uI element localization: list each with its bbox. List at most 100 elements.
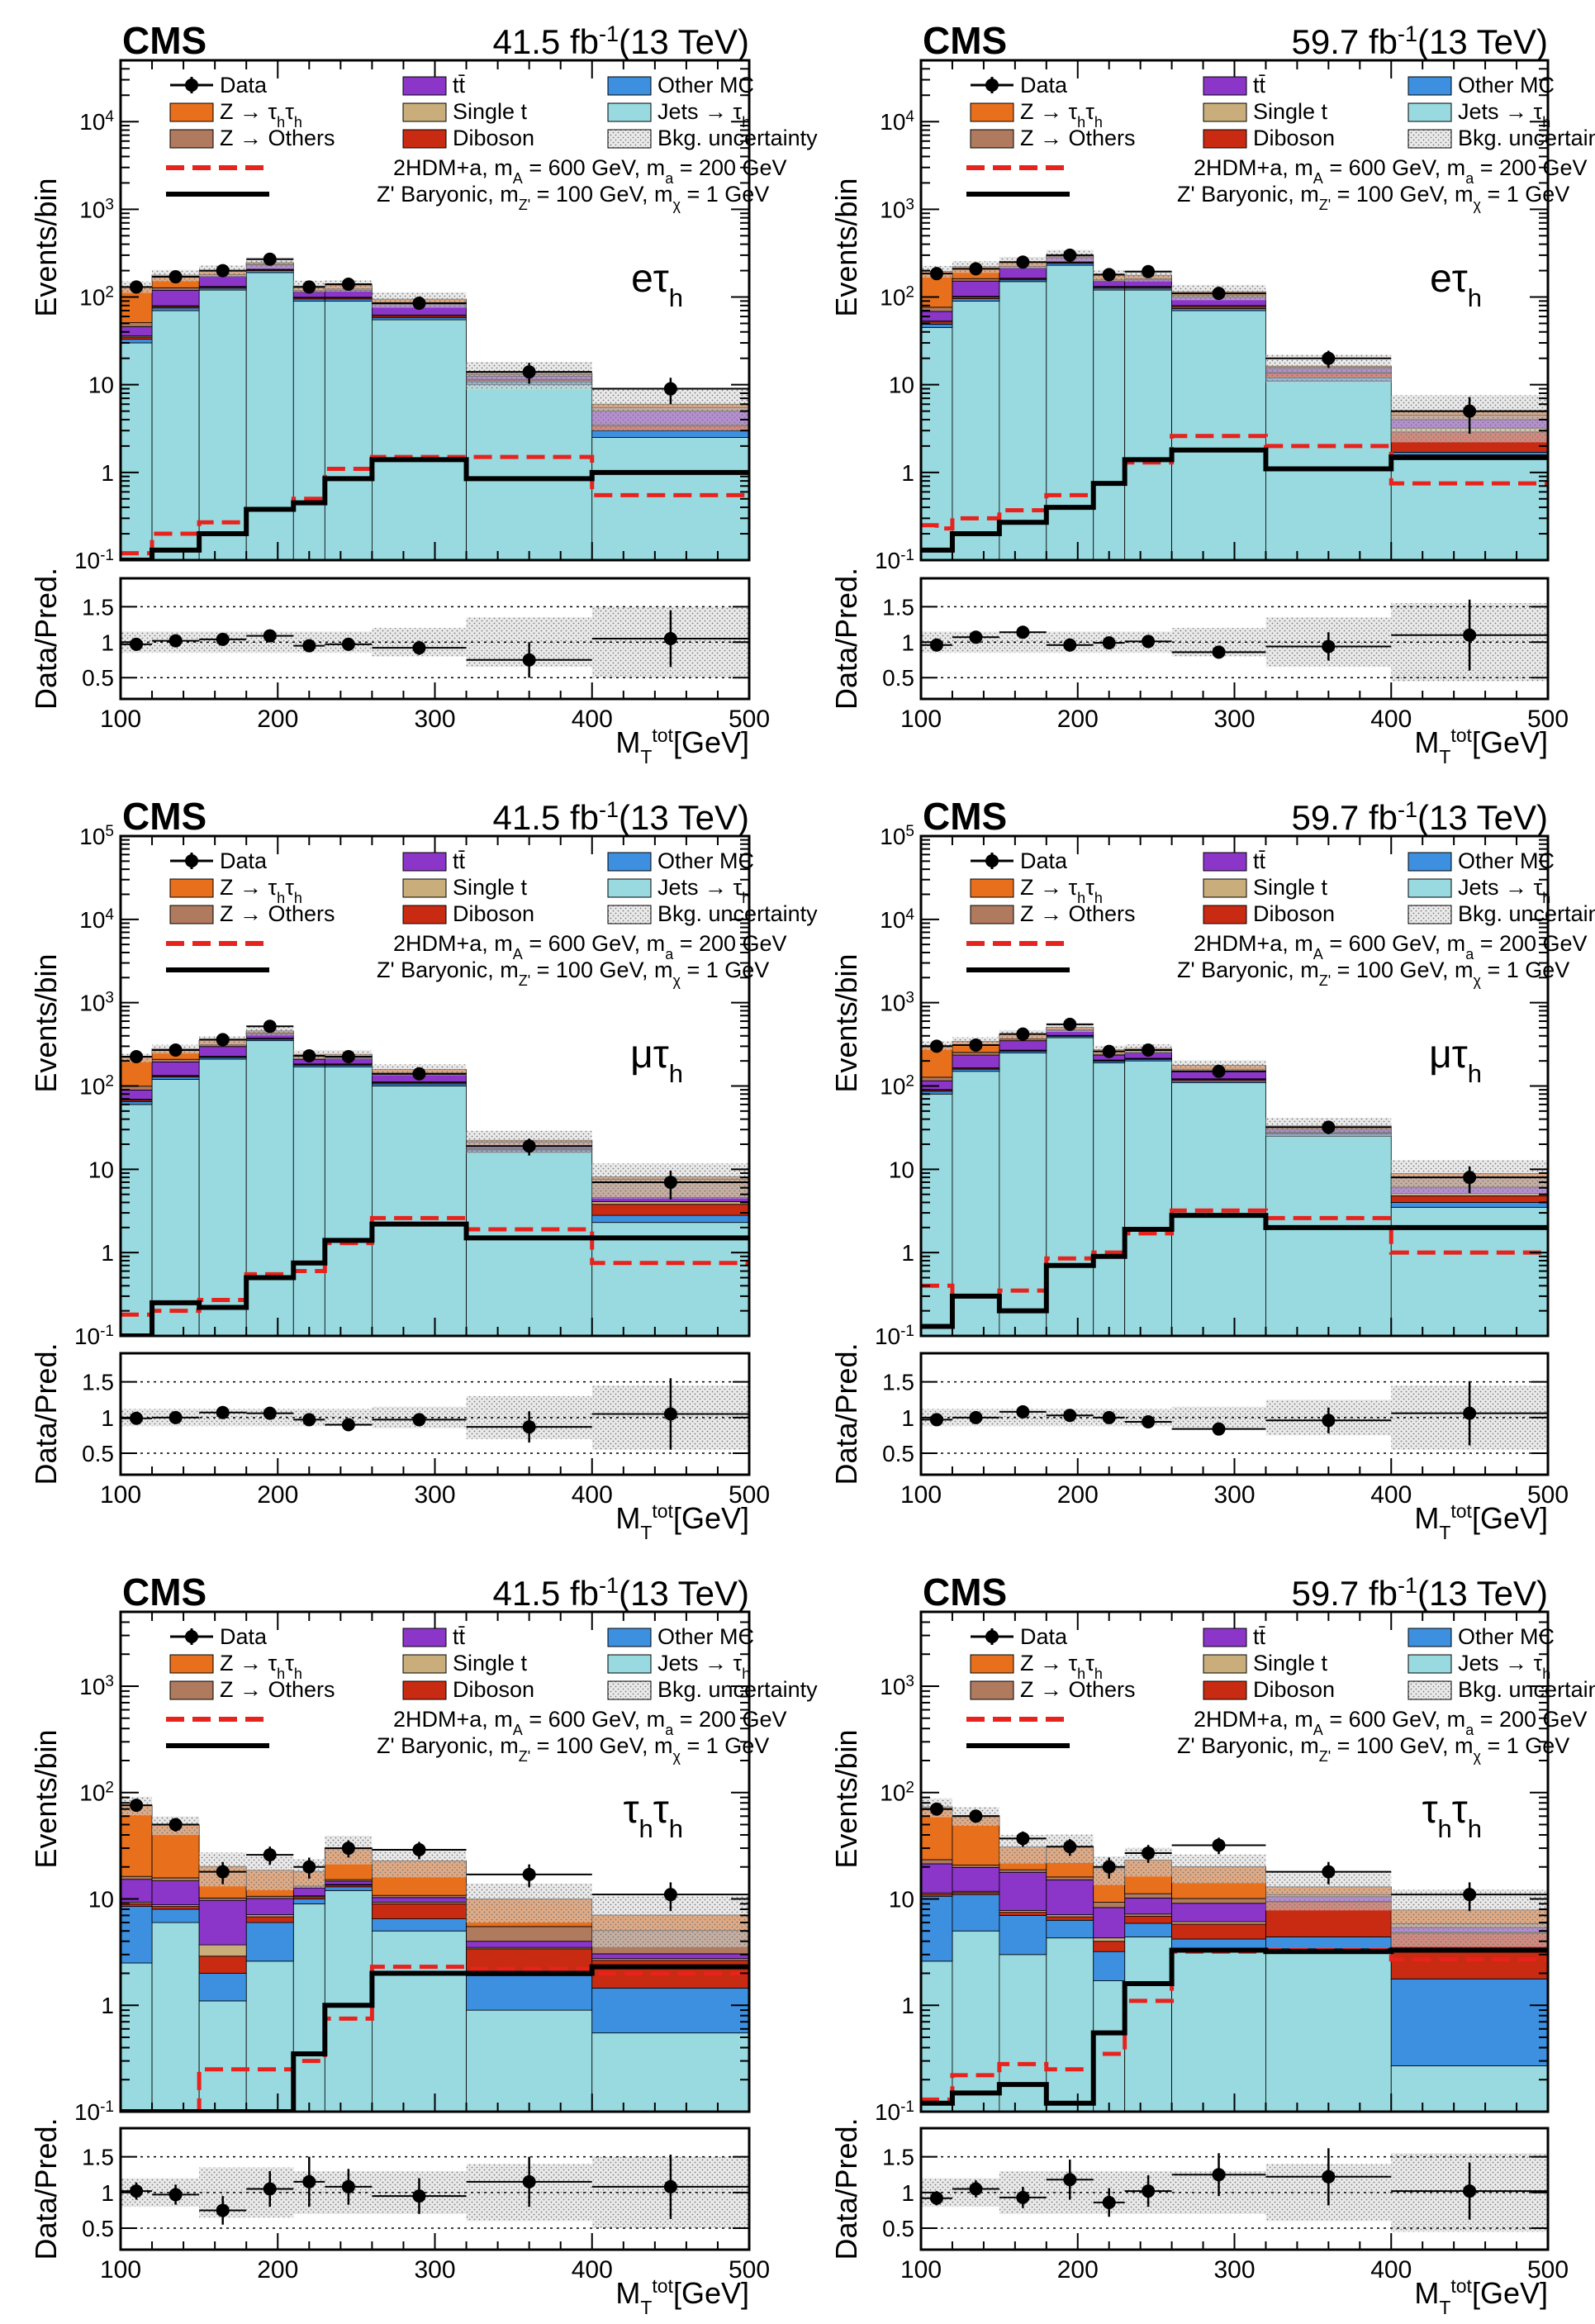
singlet-bar [198, 1944, 247, 1957]
jets-bar [292, 300, 325, 560]
data-point [1102, 1860, 1116, 1874]
legend-swatch-unc [607, 905, 652, 924]
data-point [341, 1842, 355, 1856]
legend-label-2hdma: 2HDM+a, mA = 600 GeV, ma = 200 GeV [1194, 155, 1588, 187]
data-point [522, 365, 536, 379]
ttbar-bar [1093, 1907, 1126, 1939]
othermc-bar [1124, 1922, 1173, 1937]
jets-bar [591, 437, 749, 560]
ttbar-bar [952, 1054, 1000, 1068]
ttbar-bar [921, 1863, 953, 1894]
legend-label-zothers: Z → Others [1020, 126, 1136, 150]
legend-label-unc: Bkg. uncertainty [657, 126, 818, 150]
ttbar-bar [324, 1880, 373, 1885]
ttbar-bar [952, 280, 1000, 297]
x-tick-label: 400 [572, 706, 613, 733]
legend-label-ztt: Z → τhτh [220, 875, 302, 906]
ratio-point [929, 638, 943, 652]
ttbar-bar [1046, 1880, 1094, 1916]
zothers-bar [1124, 1893, 1173, 1899]
channel-label: τhτh [1422, 1788, 1482, 1843]
othermc-bar [921, 1895, 953, 1962]
jets-bar [1124, 289, 1173, 560]
legend-label-zothers: Z → Others [220, 1677, 335, 1702]
data-point [169, 270, 183, 284]
cms-label: CMS [122, 19, 206, 62]
x-tick-label: 100 [100, 1481, 141, 1509]
x-axis-label: MTtot[GeV] [615, 725, 749, 768]
data-point [663, 382, 677, 396]
unc-band [1171, 1854, 1266, 1884]
y-tick-label: 10 [889, 1157, 914, 1182]
ratio-y-tick-label: 0.5 [882, 1441, 914, 1466]
ratio-panel: 0.5 1 1.5 100 200 300 400 500 Data/Pred. MTtot[Ge… [29, 2117, 770, 2318]
ratio-point [1016, 1404, 1030, 1419]
diboson-bar [1171, 1923, 1266, 1940]
x-tick-label: 200 [1057, 1481, 1099, 1509]
y-tick-label: 102 [880, 1072, 914, 1100]
ratio-y-axis-label: Data/Pred. [829, 1343, 863, 1485]
x-tick-label: 500 [1527, 1481, 1569, 1509]
ratio-point [263, 2182, 277, 2196]
jets-bar [151, 310, 200, 560]
ratio-point [663, 1407, 677, 1421]
ratio-point [1463, 2184, 1477, 2198]
y-tick-label: 103 [880, 989, 914, 1016]
ratio-point [1322, 639, 1336, 653]
jets-bar [921, 1093, 953, 1336]
data-point [130, 1799, 144, 1813]
legend-label-ttbar: tt̄ [453, 848, 466, 873]
jets-bar [198, 1058, 247, 1336]
x-tick-label: 500 [1527, 706, 1569, 733]
ratio-point [969, 1410, 983, 1424]
y-tick-label: 105 [880, 823, 914, 850]
legend-swatch-ttbar [402, 76, 447, 96]
data-point [1463, 404, 1477, 418]
legend-data-marker [185, 1630, 198, 1643]
sig_zb-line [921, 447, 1548, 553]
othermc-bar [198, 1973, 247, 2002]
y-tick-label: 10 [88, 1157, 114, 1182]
jets-bar [324, 1889, 373, 2112]
legend-label-unc: Bkg. uncertainty [1458, 126, 1595, 150]
jets-bar [1124, 1060, 1173, 1336]
jets-bar [1093, 1062, 1126, 1336]
x-tick-label: 100 [900, 1481, 942, 1509]
jets-bar [1093, 1980, 1126, 2112]
x-tick-label: 200 [1057, 706, 1099, 733]
y-tick-label: 10-1 [74, 547, 114, 574]
othermc-bar [1265, 1937, 1392, 1950]
x-axis-label: MTtot[GeV] [615, 1500, 749, 1543]
legend-swatch-othermc [607, 1628, 652, 1647]
data-point [663, 1175, 677, 1189]
ratio-y-axis-label: Data/Pred. [829, 2117, 863, 2260]
singlet-bar [1171, 1921, 1266, 1925]
legend-swatch-ttbar [1203, 76, 1247, 96]
jets-bar [324, 300, 373, 560]
x-tick-label: 200 [257, 1481, 298, 1509]
othermc-bar [151, 307, 200, 311]
othermc-bar [591, 1214, 749, 1224]
channel-label: μτh [1429, 1033, 1482, 1088]
legend-swatch-zothers [970, 1680, 1014, 1700]
data-point [1463, 1171, 1477, 1185]
legend-label-ztt: Z → τhτh [220, 1651, 302, 1682]
legend-swatch-ztt [970, 102, 1014, 122]
data-point [1063, 1840, 1077, 1854]
legend-label-othermc: Other MC [657, 848, 754, 873]
panel-mutau-2017: 10-1 1 10 102 103 104 105 CMS 41.5 fb-1(13 TeV) E… [29, 795, 818, 1543]
legend-label-singlet: Single t [1253, 1651, 1328, 1675]
legend-swatch-jets [607, 102, 652, 122]
ratio-point [522, 2174, 536, 2189]
main-plot-area [121, 1019, 749, 1336]
legend-swatch-zothers [970, 905, 1014, 924]
ratio-point [1322, 2170, 1336, 2184]
data-point [1102, 1044, 1116, 1058]
zothers-bar [151, 1058, 200, 1062]
data-point [1142, 1043, 1156, 1057]
legend-swatch-ztt [169, 102, 214, 122]
legend-swatch-jets [1407, 102, 1452, 122]
legend-label-singlet: Single t [453, 99, 528, 124]
data-point [1016, 1027, 1030, 1041]
jets-bar [371, 1930, 467, 2112]
